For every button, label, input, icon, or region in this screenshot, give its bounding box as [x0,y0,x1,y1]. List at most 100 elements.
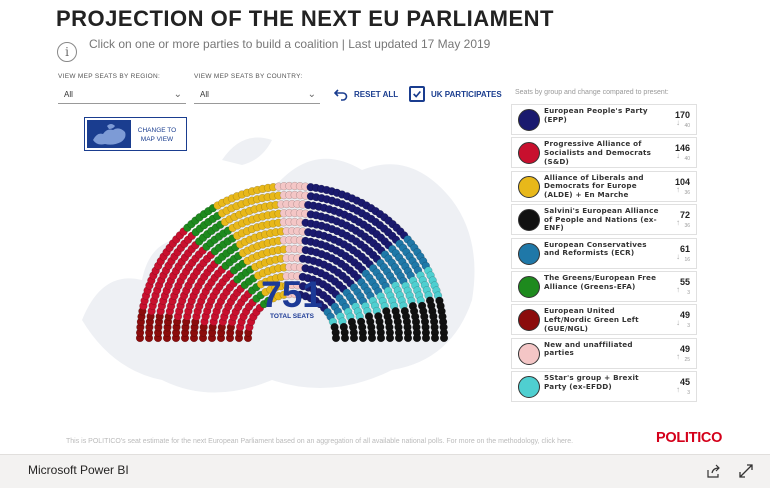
reset-all-button[interactable]: RESET ALL [334,84,398,104]
map-view-label-line1: CHANGE TO [137,127,177,134]
change-arrow-icon: ↑ [676,184,680,194]
expand-icon[interactable] [738,463,754,479]
politico-logo: POLITICO [656,430,723,446]
party-seat-change: 3 [687,390,690,397]
party-color-swatch [518,309,540,332]
legend-item[interactable]: European United Left/Nordic Green Left (… [511,304,697,336]
change-arrow-icon: ↑ [676,351,680,361]
party-seat-change: 36 [684,189,690,196]
page-title: PROJECTION OF THE NEXT EU PARLIAMENT [56,6,554,31]
seat-dot[interactable] [403,333,413,343]
seat-dot[interactable] [367,333,377,343]
info-icon[interactable]: i [57,42,77,62]
country-select[interactable]: All ⌄ [194,86,320,104]
party-color-swatch [518,109,540,131]
party-seats: 49 [679,310,690,321]
legend-item[interactable]: Salvini's European Alliance of People an… [511,204,697,236]
seat-dot[interactable] [340,333,350,343]
undo-icon [334,89,348,101]
party-name: 5Star's group + Brexit Party (ex-EFDD) [544,373,639,391]
seat-dot[interactable] [358,333,368,343]
party-seat-change: 3 [687,323,690,330]
map-view-label: CHANGE TO MAP VIEW [134,126,180,144]
party-color-swatch [518,376,540,399]
legend-item[interactable]: European Conservatives and Reformists (E… [511,237,697,269]
party-seats: 146 [674,143,690,154]
legend-item[interactable]: New and unaffiliated parties ↑ 49 25 [511,337,697,369]
party-seats: 104 [674,176,690,187]
seat-dot[interactable] [394,333,404,343]
change-arrow-icon: ↓ [676,118,680,127]
legend-item[interactable]: European People's Party (EPP) ↓ 170 40 [511,104,697,135]
checkbox-icon[interactable] [409,86,425,102]
map-view-label-line2: MAP VIEW [140,136,174,143]
party-seat-change: 36 [684,223,690,230]
uk-participates-label: UK PARTICIPATES [431,89,502,99]
share-icon[interactable] [706,463,722,479]
uk-participates-toggle[interactable]: UK PARTICIPATES [409,84,502,104]
change-arrow-icon: ↓ [676,318,680,328]
seat-dot[interactable] [349,333,359,343]
europe-map-icon [87,120,131,148]
change-arrow-icon: ↓ [676,151,680,161]
party-color-swatch [518,342,540,365]
legend-item[interactable]: The Greens/European Free Alliance (Green… [511,270,697,302]
powerbi-title: Microsoft Power BI [28,463,129,477]
region-select-value: All [64,90,73,99]
party-color-swatch [518,175,540,198]
party-seat-change: 3 [687,289,690,296]
page-subtitle: Click on one or more parties to build a … [89,37,491,51]
seat-dot[interactable] [421,333,431,343]
chevron-down-icon: ⌄ [173,89,182,100]
change-to-map-view-button[interactable]: CHANGE TO MAP VIEW [84,117,187,151]
party-name: The Greens/European Free Alliance (Green… [544,272,657,291]
party-name: Progressive Alliance of Socialists and D… [544,139,652,166]
party-legend: European People's Party (EPP) ↓ 170 40 Progr… [511,104,697,405]
party-seats: 45 [679,377,690,388]
party-seats: 55 [679,276,690,287]
legend-item[interactable]: 5Star's group + Brexit Party (ex-EFDD) ↑ 4… [511,371,697,403]
party-color-swatch [518,242,540,265]
party-seat-change: 40 [684,156,690,163]
region-filter-label: VIEW MEP SEATS BY REGION: [58,73,161,80]
change-arrow-icon: ↑ [676,385,680,395]
party-color-swatch [518,275,540,298]
region-select[interactable]: All ⌄ [58,86,186,104]
party-seats: 49 [679,343,690,354]
party-name: European Conservatives and Reformists (E… [544,239,647,258]
seat-dot[interactable] [376,333,386,343]
seat-dot[interactable] [331,333,341,343]
party-color-swatch [518,209,540,232]
party-seats: 170 [674,110,690,120]
change-arrow-icon: ↑ [676,218,680,228]
change-arrow-icon: ↑ [676,284,680,294]
party-name: European People's Party (EPP) [544,106,648,124]
party-seats: 72 [679,210,690,221]
party-seat-change: 16 [684,256,690,263]
party-name: Salvini's European Alliance of People an… [544,206,659,233]
reset-all-label: RESET ALL [354,89,399,99]
change-arrow-icon: ↓ [676,251,680,261]
party-name: European United Left/Nordic Green Left (… [544,306,639,333]
country-select-value: All [200,90,209,99]
party-seat-change: 40 [684,123,690,129]
country-filter-label: VIEW MEP SEATS BY COUNTRY: [194,73,303,80]
seat-dot[interactable] [430,333,440,343]
chevron-down-icon: ⌄ [307,89,316,100]
party-seats: 61 [679,243,690,254]
total-seats-value: 751 [261,274,323,315]
footnote[interactable]: This is POLITICO's seat estimate for the… [66,438,574,445]
total-seats-label: TOTAL SEATS [270,313,314,320]
seat-dot[interactable] [412,333,422,343]
powerbi-bottom-bar: Microsoft Power BI [0,454,770,488]
seat-dot[interactable] [439,333,449,343]
party-name: New and unaffiliated parties [544,339,633,358]
legend-item[interactable]: Alliance of Liberals and Democrats for E… [511,170,697,202]
party-seat-change: 25 [684,356,690,363]
seats-caption: Seats by group and change compared to pr… [515,89,669,96]
legend-item[interactable]: Progressive Alliance of Socialists and D… [511,137,697,169]
seat-dot[interactable] [385,333,395,343]
party-color-swatch [518,142,540,165]
party-name: Alliance of Liberals and Democrats for E… [544,172,644,199]
